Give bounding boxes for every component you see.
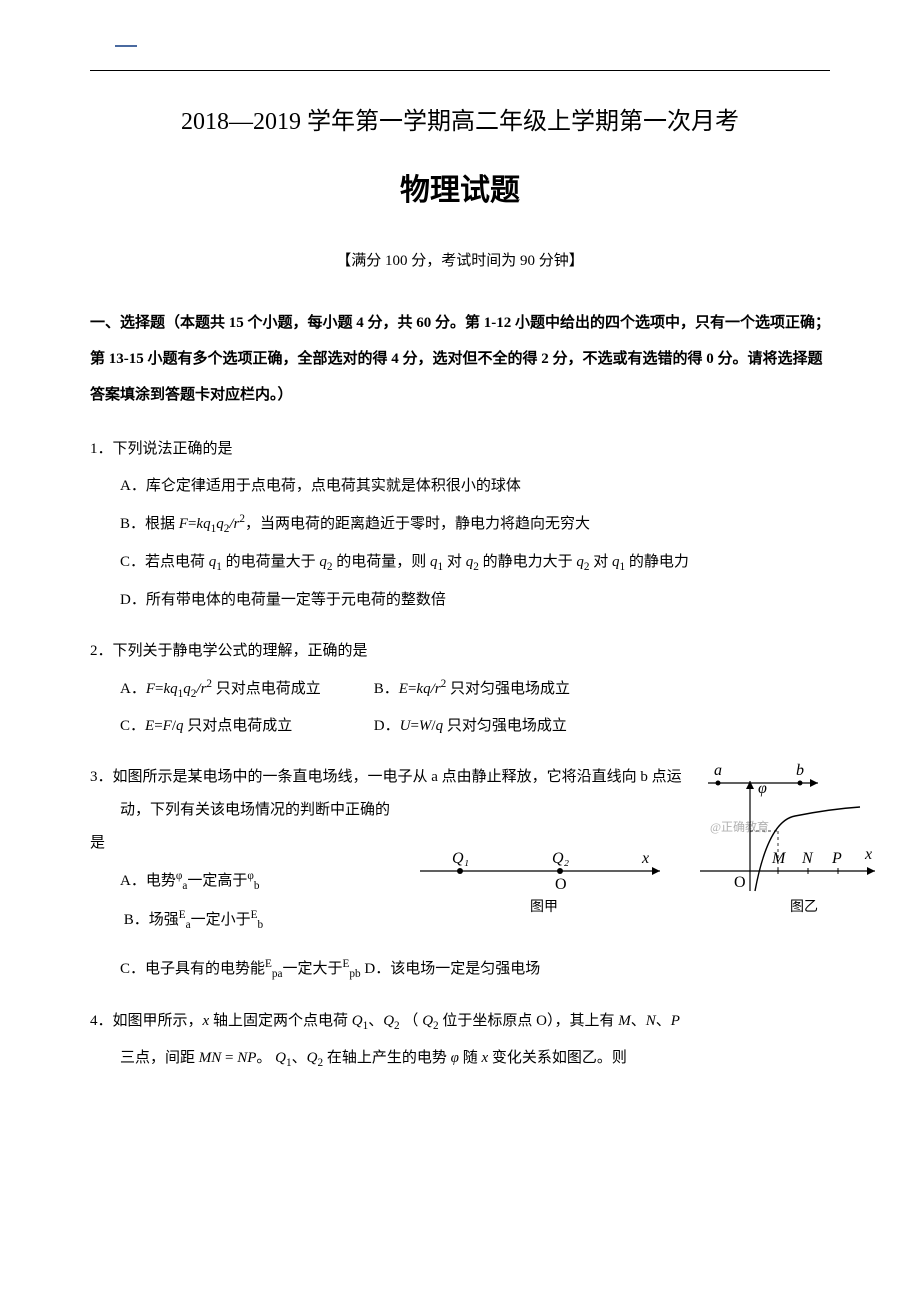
q2-choice-d: D．U=W/q 只对匀强电场成立 (374, 710, 567, 743)
yi-x: x (864, 846, 872, 863)
q4-stem-part1: 如图甲所示，x 轴上固定两个点电荷 Q1、Q2 （ Q2 位于坐标原点 O），其… (113, 1013, 680, 1029)
jia-x: x (641, 850, 649, 867)
yi-curve (755, 807, 860, 891)
q1-choice-a: A．库仑定律适用于点电荷，点电荷其实就是体积很小的球体 (90, 470, 830, 503)
q2-choice-b: B．E=kq/r2 只对匀强电场成立 (374, 672, 570, 706)
q2-row-cd: C．E=F/q 只对点电荷成立 D．U=W/q 只对匀强电场成立 (90, 710, 830, 743)
q2-stem-text: 下列关于静电学公式的理解，正确的是 (113, 643, 368, 659)
question-1: 1．下列说法正确的是 A．库仑定律适用于点电荷，点电荷其实就是体积很小的球体 B… (90, 433, 830, 617)
exam-info: 【满分 100 分，考试时间为 90 分钟】 (90, 248, 830, 275)
yi-m: M (771, 850, 787, 867)
ab-b-label: b (796, 762, 804, 779)
q1-choice-c: C．若点电荷 q1 的电荷量大于 q2 的电荷量，则 q1 对 q2 的静电力大… (90, 546, 830, 580)
q2-stem: 2．下列关于静电学公式的理解，正确的是 (90, 635, 830, 668)
title-sub: 物理试题 (90, 164, 830, 218)
q2-row-ab: A．F=kq1q2/r2 只对点电荷成立 B．E=kq/r2 只对匀强电场成立 (90, 672, 830, 707)
q1-stem: 1．下列说法正确的是 (90, 433, 830, 466)
figure-yi: φ x O M N P (700, 780, 875, 915)
yi-p: P (831, 850, 842, 867)
q1-num: 1． (90, 441, 113, 457)
q4-stem: 4．如图甲所示，x 轴上固定两个点电荷 Q1、Q2 （ Q2 位于坐标原点 O）… (90, 1005, 830, 1039)
q1-choice-b: B．根据 F=kq1q2/r2，当两电荷的距离趋近于零时，静电力将趋向无穷大 (90, 507, 830, 542)
figure-svg: a b @正确教育 Q₁ Q₂ O x 图甲 (410, 761, 890, 931)
section-instructions: 一、选择题（本题共 15 个小题，每小题 4 分，共 60 分。第 1-12 小… (90, 305, 830, 413)
jia-o: O (555, 876, 567, 893)
q3-choices: A．电势φa一定高于φb B．场强Ea一定小于Eb (90, 864, 390, 938)
q4-stem-part2: 三点，间距 MN = NP。 Q1、Q2 在轴上产生的电势 φ 随 x 变化关系… (90, 1042, 830, 1076)
q4-num: 4． (90, 1013, 113, 1029)
q2-choice-a: A．F=kq1q2/r2 只对点电荷成立 (120, 672, 370, 707)
q1-choice-d: D．所有带电体的电荷量一定等于元电荷的整数倍 (90, 584, 830, 617)
header-rule (90, 70, 830, 71)
q3-choice-cd: C．电子具有的电势能Epa一定大于Epb D．该电场一定是匀强电场 (90, 952, 830, 987)
question-3: 3．如图所示是某电场中的一条直电场线，一电子从 a 点由静止释放，它将沿直线向 … (90, 761, 830, 986)
figure-container: a b @正确教育 Q₁ Q₂ O x 图甲 (410, 761, 890, 921)
yi-o: O (734, 874, 746, 891)
q3-choice-a: A．电势φa一定高于φb (90, 864, 390, 899)
yi-phi: φ (758, 780, 767, 797)
jia-label: 图甲 (530, 900, 558, 915)
jia-q1: Q₁ (452, 850, 469, 867)
title-main: 2018—2019 学年第一学期高二年级上学期第一次月考 (90, 101, 830, 144)
q3-choice-b: B．场强Ea一定小于Eb (90, 903, 390, 938)
q2-num: 2． (90, 643, 113, 659)
jia-q2: Q₂ (552, 850, 570, 867)
q3-stem-part2: 动，下列有关该电场情况的判断中正确的是 (90, 802, 390, 851)
q2-choice-c: C．E=F/q 只对点电荷成立 (120, 710, 370, 743)
q3-num: 3． (90, 769, 113, 785)
figure-jia: Q₁ Q₂ O x 图甲 (420, 850, 660, 915)
watermark-text: @正确教育 (710, 819, 769, 834)
q1-stem-text: 下列说法正确的是 (113, 441, 233, 457)
yi-n: N (801, 850, 814, 867)
q3-stem-part2-wrap: 动，下列有关该电场情况的判断中正确的是 (90, 794, 390, 860)
exam-page: 2018—2019 学年第一学期高二年级上学期第一次月考 物理试题 【满分 10… (0, 0, 920, 1302)
yi-label: 图乙 (790, 899, 818, 915)
question-2: 2．下列关于静电学公式的理解，正确的是 A．F=kq1q2/r2 只对点电荷成立… (90, 635, 830, 744)
ab-a-label: a (714, 762, 722, 779)
question-4: 4．如图甲所示，x 轴上固定两个点电荷 Q1、Q2 （ Q2 位于坐标原点 O）… (90, 1005, 830, 1077)
header-accent-mark (115, 45, 137, 47)
